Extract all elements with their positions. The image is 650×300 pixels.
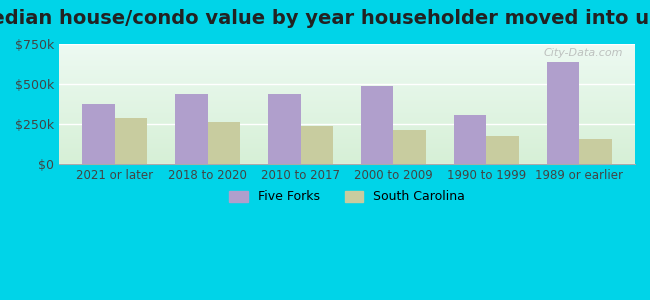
Bar	[547, 61, 579, 164]
Bar	[268, 94, 300, 164]
Text: Median house/condo value by year householder moved into unit: Median house/condo value by year househo…	[0, 9, 650, 28]
Bar	[579, 139, 612, 164]
Bar	[361, 86, 393, 164]
Legend: Five Forks, South Carolina: Five Forks, South Carolina	[224, 185, 470, 208]
Bar	[454, 115, 486, 164]
Text: City-Data.com: City-Data.com	[544, 48, 623, 58]
Bar	[83, 104, 115, 164]
Bar	[300, 126, 333, 164]
Bar	[115, 118, 148, 164]
Bar	[486, 136, 519, 164]
Bar	[176, 94, 208, 164]
Bar	[393, 130, 426, 164]
Bar	[208, 122, 240, 164]
